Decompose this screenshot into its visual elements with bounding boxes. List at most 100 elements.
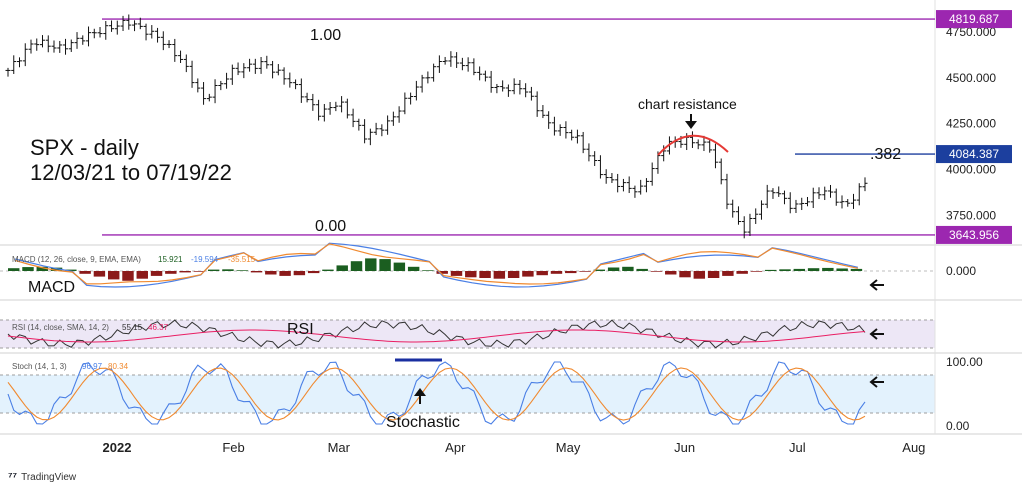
price-bar bbox=[597, 155, 603, 179]
fib-label-0-00: 0.00 bbox=[315, 218, 346, 235]
macd-histogram-bar bbox=[722, 271, 734, 276]
price-bar bbox=[764, 184, 770, 209]
price-bar bbox=[5, 67, 11, 77]
price-bar bbox=[40, 35, 46, 48]
rsi-arrow-icon bbox=[869, 328, 884, 340]
macd-histogram-bar bbox=[493, 271, 506, 279]
price-bar bbox=[615, 173, 621, 193]
stoch-k-line bbox=[7, 361, 866, 425]
price-bar bbox=[459, 57, 465, 71]
macd-histogram-bar bbox=[422, 270, 434, 271]
time-axis-label: 2022 bbox=[103, 440, 132, 455]
macd-histogram-bar bbox=[593, 269, 606, 271]
macd-histogram-bar bbox=[365, 258, 377, 271]
price-bar bbox=[258, 57, 264, 74]
macd-signal-line bbox=[14, 243, 859, 285]
price-bar bbox=[34, 38, 40, 51]
macd-histogram-bar bbox=[379, 259, 391, 271]
price-bar bbox=[195, 78, 201, 93]
price-bar bbox=[454, 52, 460, 68]
price-bar bbox=[448, 51, 454, 67]
price-bar bbox=[425, 71, 431, 84]
price-bar bbox=[528, 86, 534, 101]
macd-histogram-bar bbox=[636, 268, 648, 271]
tradingview-logo-icon: ⁷⁷ bbox=[8, 471, 18, 483]
macd-histogram-bar bbox=[36, 266, 48, 271]
price-bar bbox=[362, 119, 368, 144]
macd-histogram-bar bbox=[350, 261, 363, 271]
macd-histogram-bar bbox=[650, 271, 663, 272]
macd-histogram-bar bbox=[22, 267, 34, 271]
macd-histogram-bar bbox=[679, 271, 691, 278]
macd-value-hist: 15.921 bbox=[158, 255, 183, 264]
macd-histogram-bar bbox=[693, 271, 706, 279]
price-bar bbox=[339, 96, 345, 113]
macd-histogram-bar bbox=[607, 267, 620, 271]
price-bar bbox=[816, 187, 822, 200]
fib-value-box bbox=[936, 225, 1012, 244]
macd-histogram-bar bbox=[822, 267, 834, 271]
rsi-line bbox=[7, 319, 866, 349]
macd-histogram-bar bbox=[79, 271, 91, 274]
price-bar bbox=[367, 128, 373, 146]
price-bar bbox=[482, 70, 488, 82]
macd-histogram-bar bbox=[765, 269, 777, 271]
price-bar bbox=[804, 196, 810, 207]
macd-value-macd: -19.594 bbox=[191, 255, 219, 264]
macd-histogram-bar bbox=[279, 271, 291, 276]
time-axis-label: Apr bbox=[445, 440, 466, 455]
price-bar bbox=[68, 39, 74, 52]
price-bar bbox=[63, 38, 69, 55]
macd-line bbox=[14, 242, 859, 288]
macd-value-signal: -35.515 bbox=[228, 255, 256, 264]
price-bar bbox=[523, 83, 529, 98]
price-bar bbox=[293, 79, 299, 90]
macd-histogram-bar bbox=[236, 270, 248, 271]
price-bar bbox=[160, 31, 166, 51]
price-bar bbox=[396, 106, 402, 123]
macd-histogram-bar bbox=[107, 271, 120, 280]
rsi-ma-line bbox=[7, 329, 866, 343]
price-bar bbox=[132, 20, 138, 32]
price-bar bbox=[557, 124, 563, 136]
stoch-axis-tick-bottom: 0.00 bbox=[946, 419, 970, 433]
price-bar bbox=[436, 55, 442, 73]
price-bar bbox=[701, 135, 707, 152]
price-bar bbox=[649, 162, 655, 186]
fib-value-label: 3643.956 bbox=[949, 228, 999, 242]
price-bar bbox=[229, 64, 235, 85]
macd-histogram-bar bbox=[736, 271, 748, 274]
price-bar bbox=[120, 15, 126, 31]
macd-histogram-bar bbox=[222, 269, 234, 271]
macd-histogram-bar bbox=[322, 269, 334, 271]
time-axis-label: Jun bbox=[674, 440, 695, 455]
price-bar bbox=[793, 199, 799, 213]
price-bar bbox=[385, 115, 391, 135]
price-bar bbox=[833, 188, 839, 206]
macd-histogram-bar bbox=[850, 268, 863, 271]
macd-histogram-bar bbox=[665, 271, 677, 275]
price-bar bbox=[373, 122, 379, 136]
price-bar bbox=[206, 93, 212, 102]
price-bar bbox=[471, 58, 477, 76]
macd-histogram-bar bbox=[8, 268, 20, 271]
macd-histogram-bar bbox=[336, 265, 348, 271]
fib-label-1-00: 1.00 bbox=[310, 27, 341, 44]
macd-histogram-bar bbox=[807, 268, 820, 271]
macd-histogram-bar bbox=[579, 271, 591, 272]
price-bar bbox=[638, 179, 644, 195]
price-bar bbox=[419, 74, 425, 93]
price-bar bbox=[534, 91, 540, 117]
price-bar bbox=[379, 124, 385, 137]
price-bar bbox=[603, 169, 609, 184]
stochastic-arrow-icon bbox=[414, 388, 426, 404]
price-bar bbox=[172, 38, 178, 62]
price-bar bbox=[632, 185, 638, 198]
macd-histogram-bar bbox=[536, 271, 548, 276]
macd-histogram-bar bbox=[165, 271, 177, 274]
macd-histogram-bar bbox=[136, 271, 148, 279]
price-bar bbox=[862, 177, 868, 192]
price-axis-tick: 4750.000 bbox=[946, 25, 996, 39]
price-bar bbox=[845, 199, 851, 207]
price-bar bbox=[431, 63, 437, 82]
